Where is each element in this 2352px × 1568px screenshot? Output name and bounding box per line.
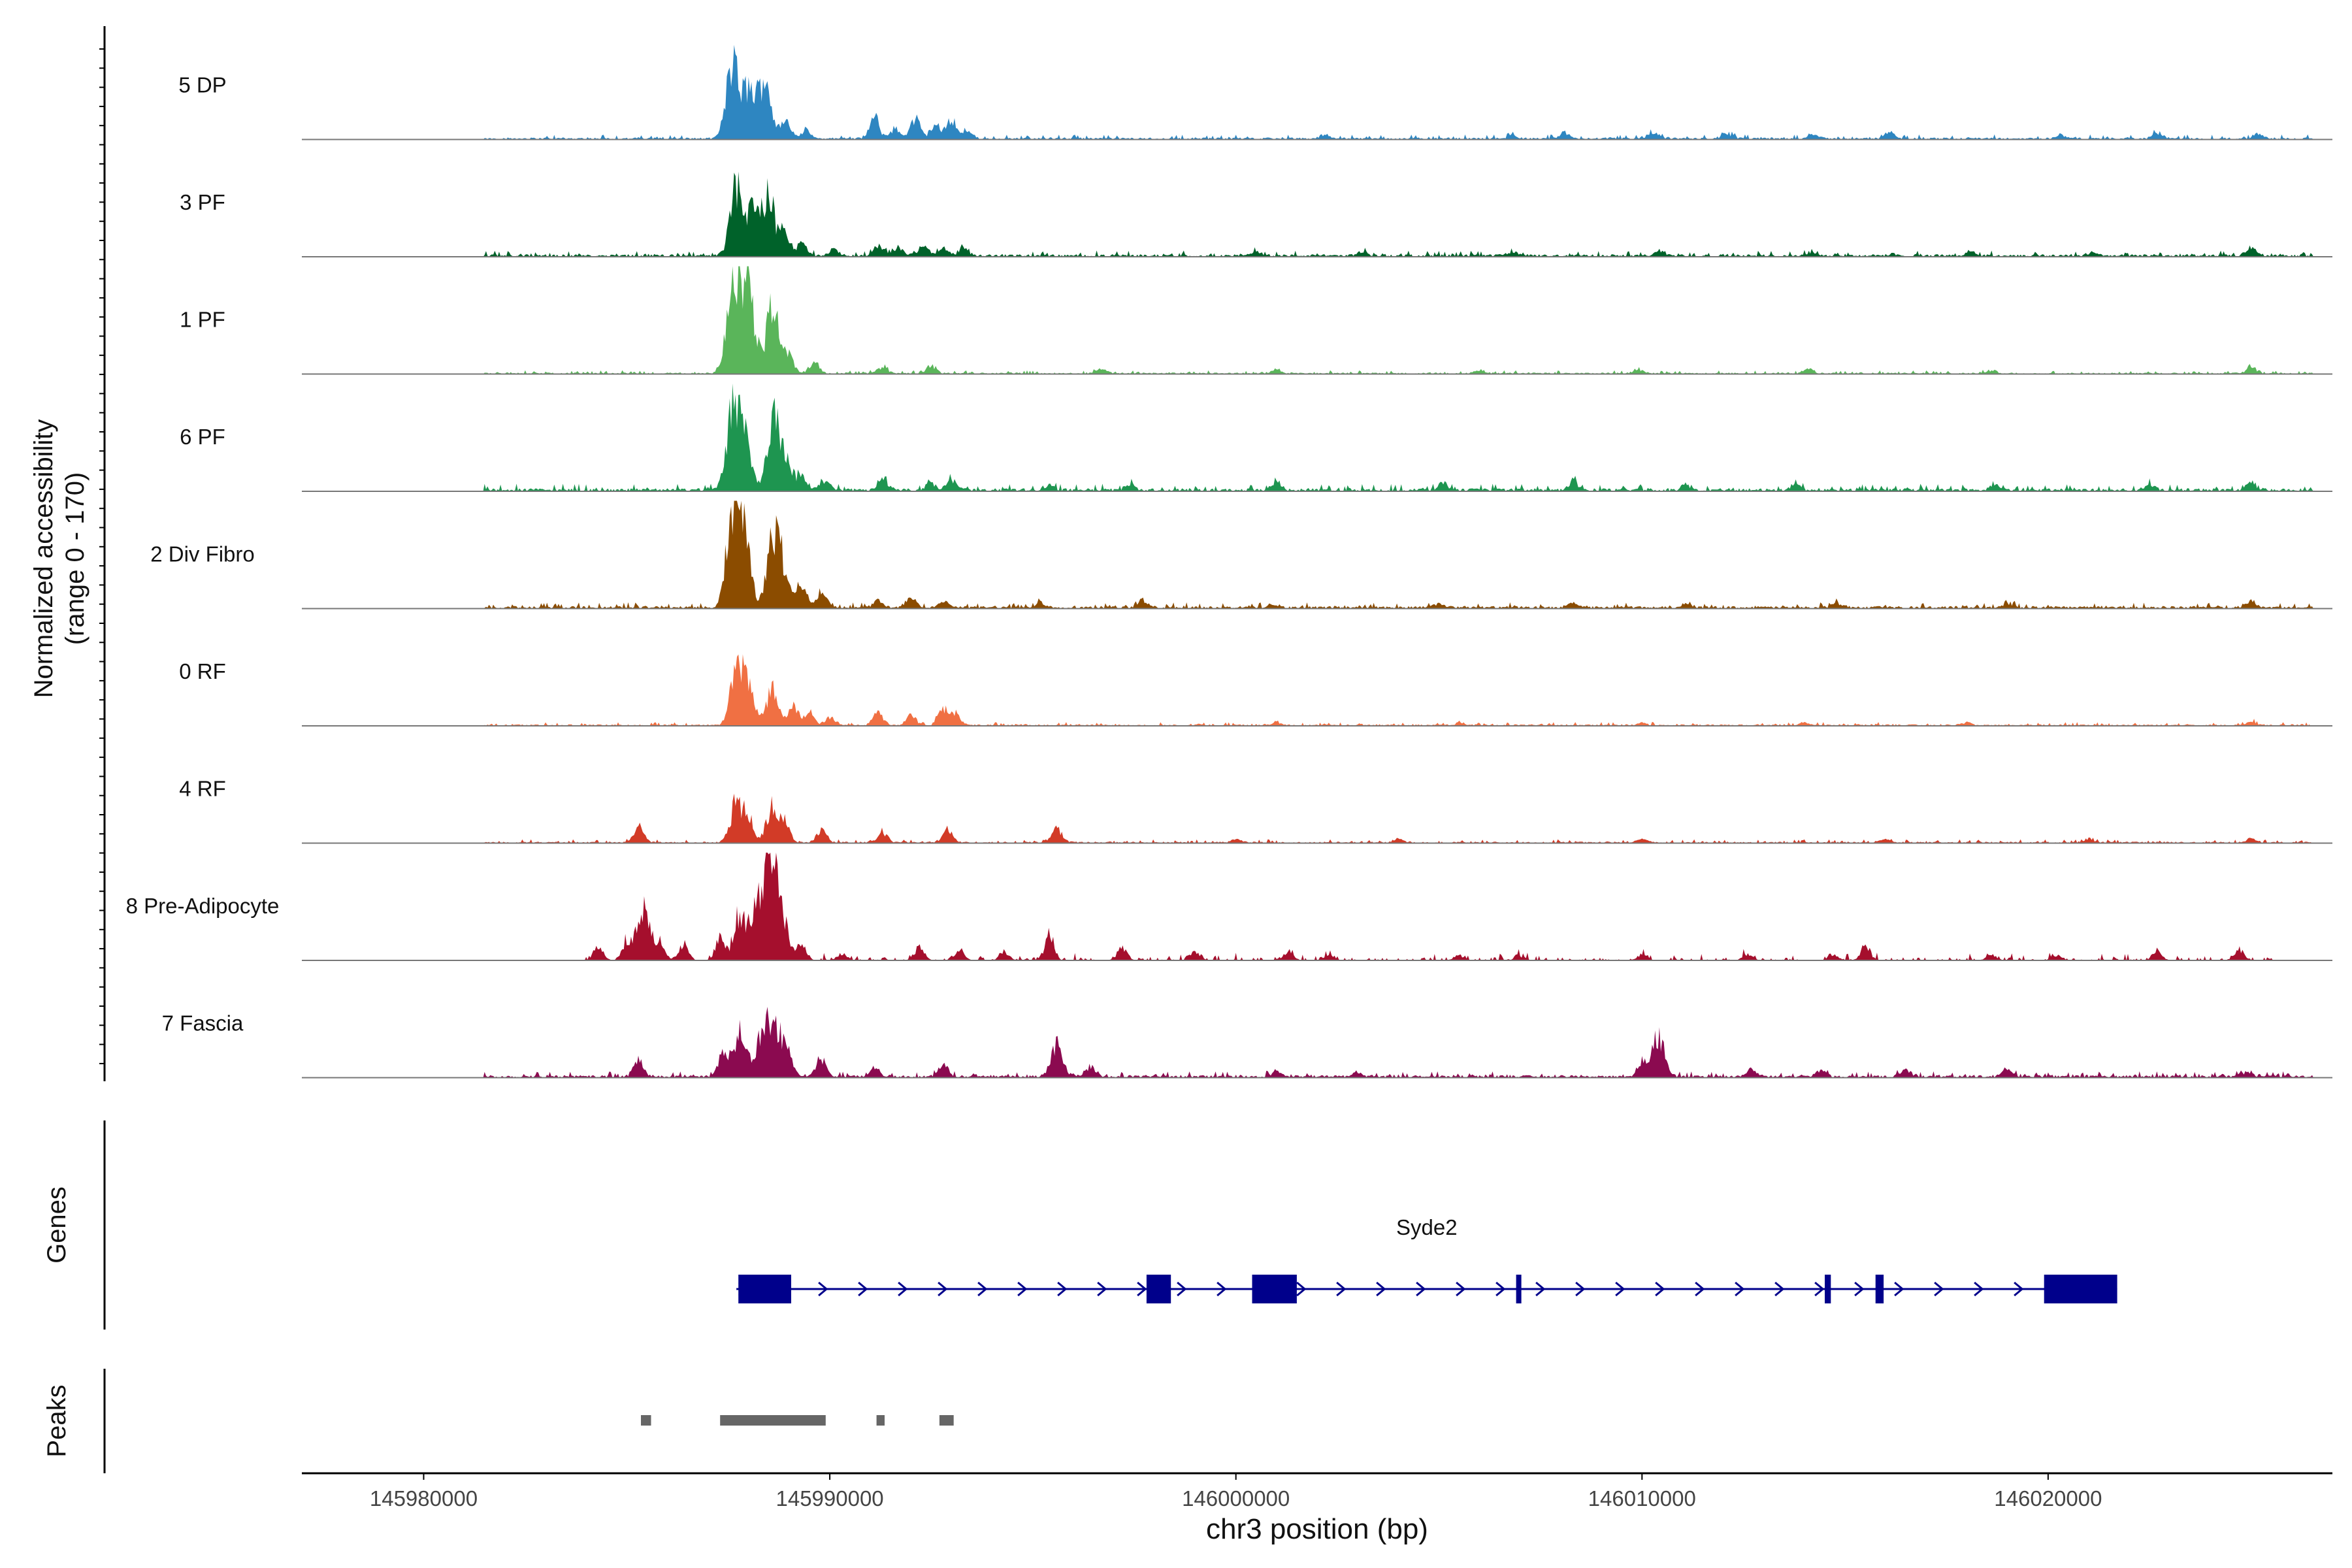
track-0-rf: 0 RF <box>179 654 2332 727</box>
strand-arrow <box>1495 1281 1506 1297</box>
peak-region <box>939 1415 954 1426</box>
strand-arrow <box>1137 1281 1147 1297</box>
strand-arrow <box>818 1281 828 1297</box>
strand-arrow <box>1974 1281 1984 1297</box>
strand-arrow <box>977 1281 988 1297</box>
coverage-tracks: 5 DP 3 PF 1 PF 6 PF 2 Div Fibro 0 RF 4 RF 8 Pre… <box>126 44 2332 1079</box>
strand-arrow <box>1057 1281 1068 1297</box>
gene-exon <box>1875 1275 1884 1303</box>
peak-track <box>641 1415 954 1426</box>
gene-track: Syde2 <box>736 1215 2117 1303</box>
x-tick-label: 146000000 <box>1182 1486 1290 1511</box>
track-8-pre-adipocyte: 8 Pre-Adipocyte <box>126 853 2332 961</box>
coverage-area <box>302 500 2332 609</box>
genes-y-label: Genes <box>42 1186 71 1264</box>
strand-arrow <box>1376 1281 1386 1297</box>
gene-exon <box>738 1275 791 1303</box>
strand-arrow <box>1416 1281 1426 1297</box>
x-tick-label: 146010000 <box>1588 1486 1696 1511</box>
coverage-y-label-range: (range 0 - 170) <box>61 472 90 645</box>
coverage-y-label: Normalized accessibility <box>29 419 58 698</box>
strand-arrow <box>2014 1281 2024 1297</box>
coverage-area <box>302 793 2332 843</box>
coverage-area <box>302 171 2332 257</box>
x-tick-label: 145990000 <box>776 1486 883 1511</box>
peak-region <box>720 1415 826 1426</box>
peak-region <box>641 1415 651 1426</box>
strand-arrow <box>1217 1281 1227 1297</box>
x-tick-label: 146020000 <box>1994 1486 2102 1511</box>
track-label: 2 Div Fibro <box>150 542 255 566</box>
coverage-area <box>302 654 2332 726</box>
strand-arrow <box>1695 1281 1705 1297</box>
track-label: 0 RF <box>179 659 226 683</box>
strand-arrow <box>1615 1281 1625 1297</box>
strand-arrow <box>938 1281 948 1297</box>
coverage-area <box>302 44 2332 140</box>
track-label: 6 PF <box>180 425 225 449</box>
gene-exon <box>1146 1275 1171 1303</box>
strand-arrow <box>1854 1281 1865 1297</box>
track-label: 8 Pre-Adipocyte <box>126 894 280 918</box>
strand-arrow <box>1336 1281 1347 1297</box>
gene-exon <box>1516 1275 1522 1303</box>
strand-arrow <box>1735 1281 1745 1297</box>
strand-arrow <box>898 1281 908 1297</box>
track-label: 3 PF <box>180 190 225 214</box>
track-6-pf: 6 PF <box>180 384 2332 492</box>
coverage-y-minor-ticks <box>99 48 105 1064</box>
coverage-area <box>302 266 2332 374</box>
track-label: 5 DP <box>178 73 226 97</box>
strand-arrow <box>1296 1281 1307 1297</box>
strand-arrow <box>1017 1281 1028 1297</box>
strand-arrow <box>1535 1281 1546 1297</box>
gene-name-label: Syde2 <box>1396 1215 1458 1239</box>
strand-arrow <box>1575 1281 1586 1297</box>
strand-arrow <box>1097 1281 1107 1297</box>
coverage-area <box>302 1007 2332 1078</box>
gene-exon <box>1825 1275 1831 1303</box>
strand-arrow <box>1814 1281 1825 1297</box>
track-2-div-fibro: 2 Div Fibro <box>150 500 2332 610</box>
coverage-area <box>302 384 2332 491</box>
track-1-pf: 1 PF <box>180 266 2332 375</box>
strand-arrow <box>858 1281 868 1297</box>
x-axis-label: chr3 position (bp) <box>1206 1513 1428 1545</box>
coverage-area <box>302 853 2332 960</box>
x-axis-ticks: 145980000 145990000 146000000 146010000 1460… <box>370 1473 2102 1511</box>
track-label: 7 Fascia <box>162 1011 244 1036</box>
peak-region <box>876 1415 885 1426</box>
peaks-y-label: Peaks <box>42 1384 71 1457</box>
strand-arrow <box>1934 1281 1944 1297</box>
x-tick-label: 145980000 <box>370 1486 478 1511</box>
track-5-dp: 5 DP <box>178 44 2332 140</box>
strand-arrow <box>1655 1281 1665 1297</box>
strand-arrow <box>1456 1281 1466 1297</box>
track-7-fascia: 7 Fascia <box>162 1007 2332 1079</box>
track-3-pf: 3 PF <box>180 171 2332 257</box>
strand-arrow <box>1774 1281 1785 1297</box>
gene-exon <box>2044 1275 2117 1303</box>
track-label: 4 RF <box>179 777 226 801</box>
track-label: 1 PF <box>180 308 225 332</box>
strand-arrow <box>1177 1281 1187 1297</box>
track-4-rf: 4 RF <box>179 777 2332 844</box>
strand-arrow <box>1894 1281 1904 1297</box>
gene-exon <box>1252 1275 1297 1303</box>
